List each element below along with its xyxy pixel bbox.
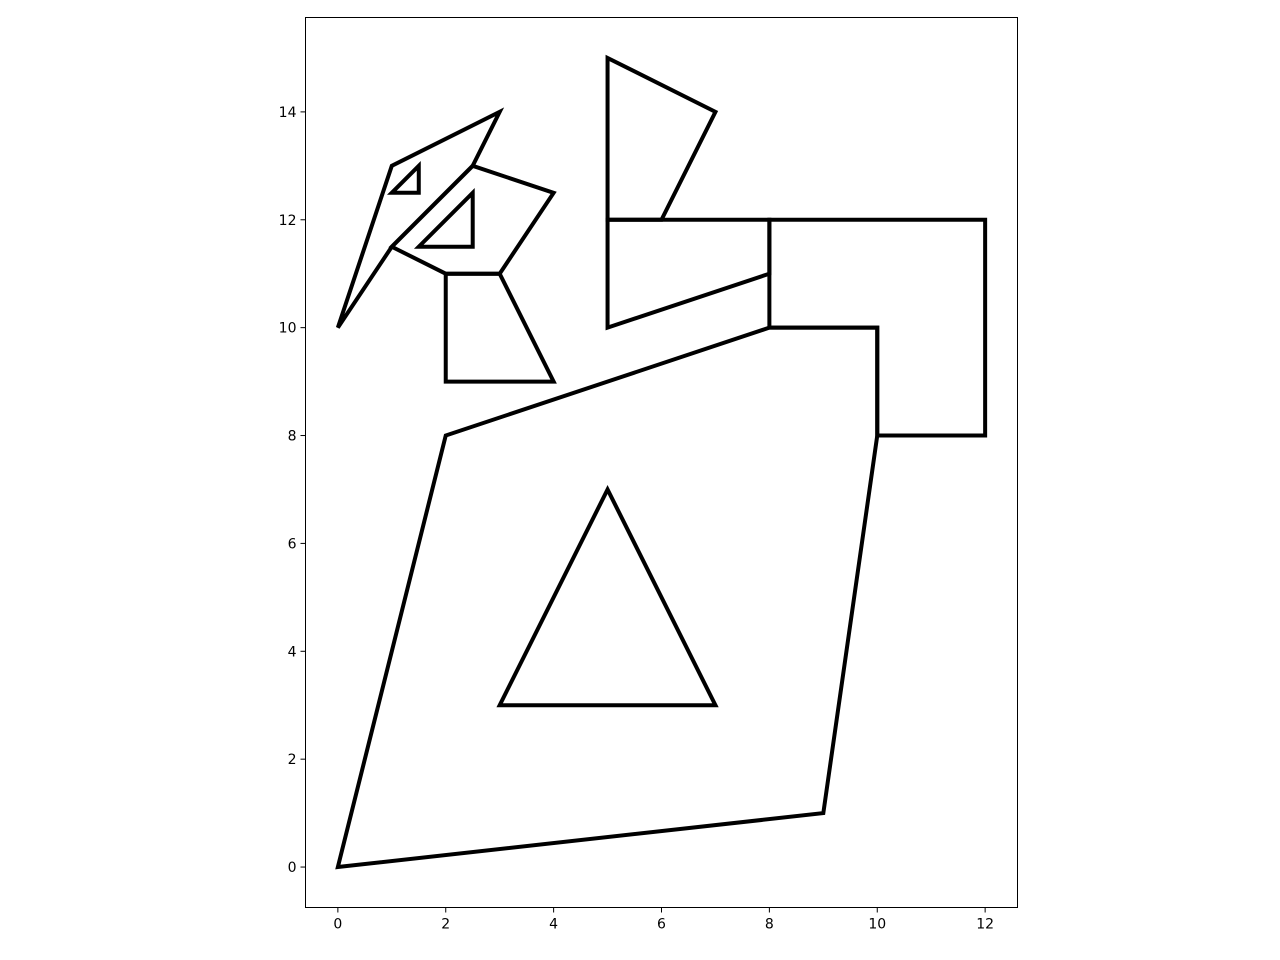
- polygon-beak: [335, 107, 505, 329]
- polygon-eye: [386, 161, 421, 195]
- x-tick-label: 10: [868, 917, 886, 933]
- y-tick-label: 0: [288, 860, 297, 876]
- y-tick-label: 10: [279, 321, 297, 337]
- x-tick-label: 4: [549, 917, 558, 933]
- polygon-wing-quad: [605, 217, 772, 331]
- polygon-head-triangle: [413, 187, 475, 249]
- polygon-wing-top: [605, 54, 719, 222]
- polygon-neck: [443, 271, 557, 384]
- y-tick-label: 12: [279, 213, 297, 229]
- y-tick-label: 6: [288, 536, 297, 552]
- x-tick-label: 8: [765, 917, 774, 933]
- x-tick-label: 0: [333, 917, 342, 933]
- y-tick-label: 14: [279, 105, 297, 121]
- polygon-tail: [767, 217, 988, 438]
- polygon-body: [335, 325, 880, 870]
- x-tick-label: 12: [976, 917, 994, 933]
- y-tick-label: 8: [288, 429, 297, 445]
- y-tick-label: 4: [288, 644, 297, 660]
- x-axis: 0 2 4 6 8 10 12: [333, 907, 994, 933]
- axes-frame: [305, 17, 1018, 908]
- x-tick-label: 6: [657, 917, 666, 933]
- polygon-inner-triangle: [496, 484, 719, 708]
- y-axis: 0 2 4 6 8 10 12 14: [279, 105, 306, 876]
- x-tick-label: 2: [441, 917, 450, 933]
- polygon-head: [388, 163, 557, 276]
- y-tick-label: 2: [288, 752, 297, 768]
- shapes-layer: [335, 54, 988, 870]
